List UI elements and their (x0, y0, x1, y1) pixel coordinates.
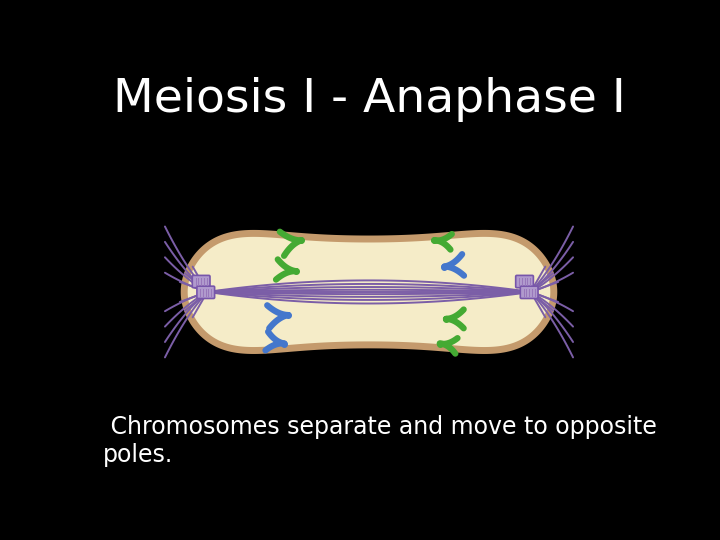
FancyBboxPatch shape (516, 275, 534, 288)
Polygon shape (184, 233, 554, 350)
FancyBboxPatch shape (192, 275, 210, 288)
FancyBboxPatch shape (197, 286, 215, 299)
Text: Meiosis I - Anaphase I: Meiosis I - Anaphase I (112, 77, 626, 122)
FancyBboxPatch shape (521, 286, 538, 299)
Text: Chromosomes separate and move to opposite
poles.: Chromosomes separate and move to opposit… (104, 415, 657, 467)
